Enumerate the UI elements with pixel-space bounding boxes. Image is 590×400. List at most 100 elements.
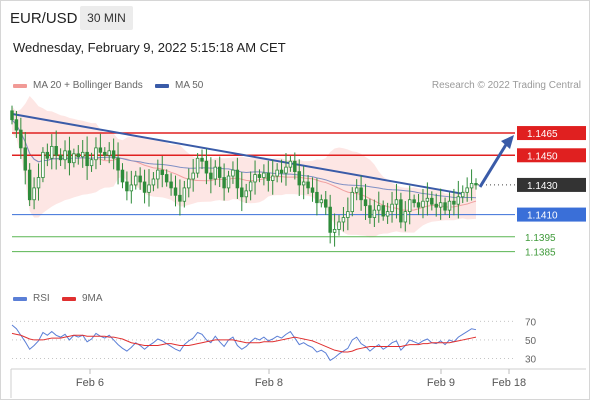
rsi-line: [11, 324, 477, 362]
candle: [465, 187, 469, 193]
candle: [50, 145, 54, 159]
candle: [253, 174, 257, 183]
candle: [270, 175, 275, 181]
candle: [209, 172, 213, 180]
datetime-label: Wednesday, February 9, 2022 5:15:18 AM C…: [13, 40, 286, 55]
candle: [226, 175, 231, 189]
candle: [98, 147, 103, 153]
candle: [337, 221, 341, 230]
candle: [173, 187, 178, 196]
candle: [240, 187, 244, 198]
candle: [434, 203, 438, 208]
candle: [116, 157, 120, 171]
candle: [341, 217, 346, 223]
legend-bollinger: MA 20 + Bollinger Bands: [13, 80, 143, 91]
candle: [452, 200, 456, 205]
candle: [160, 169, 164, 175]
candle: [27, 169, 32, 201]
candle: [377, 205, 381, 211]
candle: [421, 200, 425, 208]
candle: [107, 150, 111, 156]
candle: [407, 199, 412, 213]
candle: [368, 205, 372, 218]
level-tag-1.1465: [517, 126, 586, 141]
candle: [324, 199, 328, 208]
rsi-tick-50: 50: [525, 336, 537, 347]
candle: [89, 159, 94, 167]
candle: [63, 150, 67, 161]
candle: [328, 206, 332, 233]
candle: [469, 183, 474, 189]
candle: [403, 211, 408, 223]
candle: [416, 202, 421, 208]
candle: [111, 150, 116, 159]
candle: [32, 187, 36, 201]
bollinger-band: [12, 95, 476, 238]
legend-ma50-label: MA 50: [175, 80, 204, 91]
candle: [293, 160, 297, 172]
forecast-arrow: [478, 142, 509, 188]
level-tag-1.1410: [517, 207, 586, 222]
candle: [359, 187, 363, 201]
candle: [67, 150, 72, 164]
candle: [134, 175, 138, 186]
level-label-1.1395: 1.1395: [525, 233, 556, 244]
candle: [129, 184, 134, 192]
candle: [14, 119, 19, 131]
candle: [461, 191, 465, 198]
level-label-1.1410: 1.1410: [527, 211, 558, 222]
candle: [45, 151, 50, 159]
candle: [156, 169, 160, 180]
candle: [142, 181, 147, 193]
level-label-1.1450: 1.1450: [527, 151, 558, 162]
candle: [138, 175, 142, 183]
candle: [36, 177, 41, 189]
x-tick-label: Feb 18: [492, 377, 526, 389]
legend-bollinger-label: MA 20 + Bollinger Bands: [33, 80, 143, 91]
candle: [284, 166, 288, 174]
candle: [279, 169, 284, 174]
ma50-line: [11, 119, 477, 199]
candle: [125, 181, 129, 192]
timeframe-button[interactable]: 30 MIN: [80, 6, 133, 30]
candle: [19, 129, 23, 149]
legend-rsi-label: RSI: [33, 293, 50, 304]
candle: [244, 190, 248, 198]
x-tick-label: Feb 9: [427, 377, 455, 389]
candle: [430, 197, 434, 205]
candle: [385, 211, 390, 217]
legend-9ma: 9MA: [62, 293, 103, 304]
candle: [103, 151, 107, 156]
candle: [301, 181, 306, 186]
level-label-1.1385: 1.1385: [525, 248, 556, 259]
candle: [80, 151, 85, 158]
candle: [200, 157, 204, 162]
candle: [262, 172, 266, 178]
legend-rsi-swatch: [13, 296, 27, 301]
legend-bollinger-swatch: [13, 83, 27, 88]
candle: [94, 147, 98, 161]
candle: [372, 209, 377, 218]
candle: [447, 200, 452, 211]
candle: [191, 172, 195, 180]
candle: [10, 110, 14, 121]
candle: [217, 166, 222, 178]
candle: [182, 187, 187, 202]
legend-9ma-swatch: [62, 296, 76, 301]
candle: [222, 177, 226, 189]
x-tick-label: Feb 8: [255, 377, 283, 389]
trendline: [10, 112, 463, 195]
forecast-arrow-head: [501, 135, 514, 150]
candle: [54, 145, 58, 156]
candle: [248, 181, 253, 192]
candle: [85, 151, 89, 167]
level-label-1.1430: 1.1430: [527, 181, 558, 192]
candle: [204, 160, 209, 174]
candle: [394, 199, 399, 205]
candle: [425, 197, 430, 202]
candle: [235, 169, 240, 189]
legend-ma50-swatch: [155, 83, 169, 88]
candle: [332, 228, 337, 233]
candle: [319, 199, 324, 204]
